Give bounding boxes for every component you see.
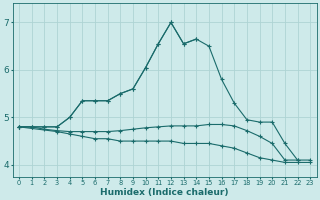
X-axis label: Humidex (Indice chaleur): Humidex (Indice chaleur) — [100, 188, 229, 197]
